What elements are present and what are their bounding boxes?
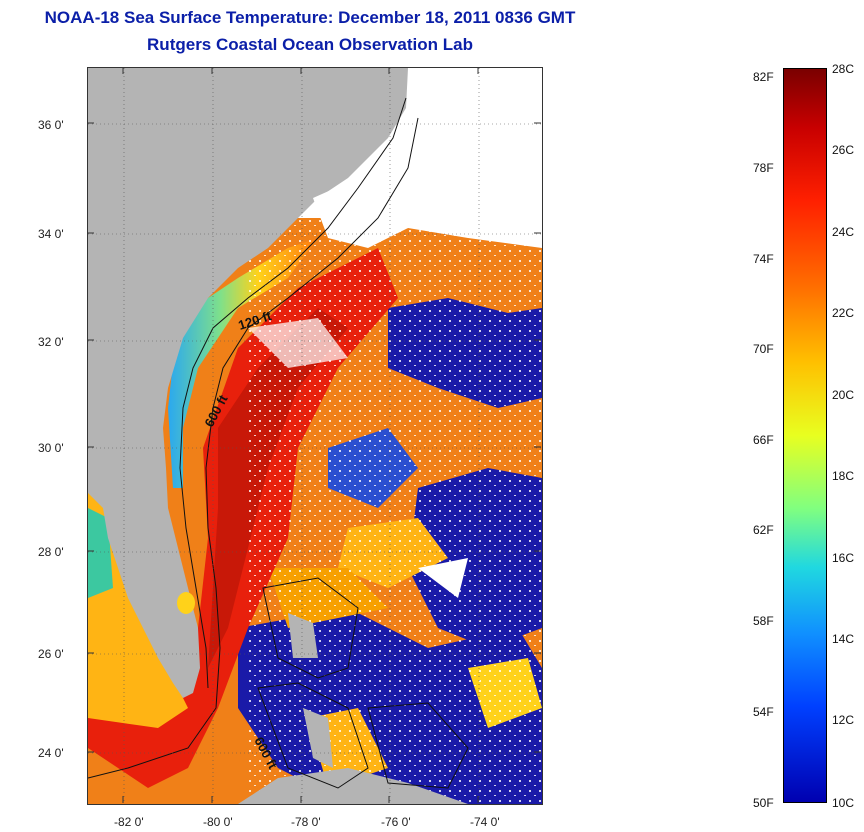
- bahamas-island-2: [303, 708, 333, 768]
- lon-label-82: -82 0': [114, 815, 144, 829]
- lat-label-34: 34 0': [38, 227, 64, 241]
- colorbar-label-14c: 14C: [832, 632, 855, 646]
- cuba-land: [238, 768, 468, 804]
- colorbar-label-50f: 50F: [753, 796, 774, 810]
- lat-label-32: 32 0': [38, 335, 64, 349]
- colorbar-label-74f: 74F: [753, 252, 774, 266]
- lat-label-26: 26 0': [38, 647, 64, 661]
- cloud-speckle: [248, 218, 542, 804]
- isobath-120ft: [179, 97, 407, 689]
- lake-okeechobee: [177, 592, 195, 614]
- isobath-bahamas-2: [257, 682, 369, 789]
- cloud-patch-1: [248, 318, 348, 368]
- isobath-600ft: [88, 117, 419, 779]
- colorbar-label-16c: 16C: [832, 551, 855, 565]
- lat-label-36: 36 0': [38, 118, 64, 132]
- map-title: NOAA-18 Sea Surface Temperature: Decembe…: [44, 8, 576, 27]
- cloud-patch-2: [418, 558, 468, 598]
- lat-label-24: 24 0': [38, 746, 64, 760]
- lat-label-28: 28 0': [38, 545, 64, 559]
- colorbar-label-66f: 66F: [753, 433, 774, 447]
- map-subtitle: Rutgers Coastal Ocean Observation Lab: [147, 35, 473, 54]
- colorbar-label-22c: 22C: [832, 306, 855, 320]
- lat-label-30: 30 0': [38, 441, 64, 455]
- bahamas-island-1: [288, 613, 318, 658]
- colorbar-label-24c: 24C: [832, 225, 855, 239]
- isobath-bahamas: [262, 577, 359, 679]
- no-data-land-nc: [313, 118, 418, 248]
- colorbar-label-10c: 10C: [832, 796, 855, 810]
- colorbar-label-70f: 70F: [753, 342, 774, 356]
- lon-label-78: -78 0': [291, 815, 321, 829]
- colorbar-label-62f: 62F: [753, 523, 774, 537]
- temperature-colorbar: [783, 68, 827, 803]
- colorbar-label-58f: 58F: [753, 614, 774, 628]
- gulf-stream-core: [208, 308, 348, 668]
- colorbar-label-78f: 78F: [753, 161, 774, 175]
- colorbar-label-20c: 20C: [832, 388, 855, 402]
- colorbar-label-12c: 12C: [832, 713, 855, 727]
- sst-map[interactable]: 120 ft 600 ft 600 ft: [87, 67, 543, 805]
- colorbar-label-28c: 28C: [832, 62, 855, 76]
- lon-label-80: -80 0': [203, 815, 233, 829]
- lon-label-74: -74 0': [470, 815, 500, 829]
- colorbar-label-26c: 26C: [832, 143, 855, 157]
- colorbar-label-18c: 18C: [832, 469, 855, 483]
- isobath-bahamas-3: [367, 702, 469, 789]
- lon-label-76: -76 0': [381, 815, 411, 829]
- land-us-southeast: [88, 68, 408, 698]
- graticule: [88, 68, 542, 804]
- colorbar-label-82f: 82F: [753, 70, 774, 84]
- colorbar-label-54f: 54F: [753, 705, 774, 719]
